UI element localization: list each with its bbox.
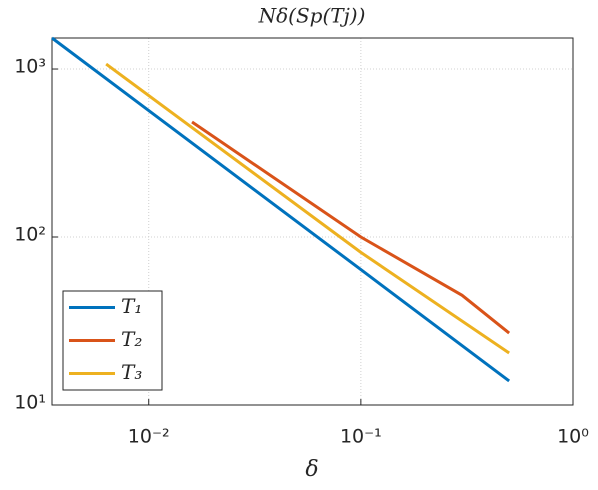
series-line xyxy=(191,120,511,335)
y-tick-label: 10² xyxy=(14,224,46,246)
x-tick-label: 10⁰ xyxy=(557,426,589,448)
x-tick-label: 10⁻² xyxy=(128,426,170,448)
series-line xyxy=(51,36,511,383)
legend-label: T₃ xyxy=(121,360,142,384)
series-line xyxy=(105,62,510,355)
legend-label: T₂ xyxy=(121,327,142,351)
x-axis-label: δ xyxy=(305,457,318,482)
axes-box xyxy=(51,37,574,406)
x-tick-label: 10⁻¹ xyxy=(340,426,382,448)
y-tick-label: 10¹ xyxy=(14,392,46,414)
y-tick-label: 10³ xyxy=(14,56,46,78)
chart-title: Nδ(Sp(Tj)) xyxy=(258,4,366,28)
legend-label: T₁ xyxy=(121,294,142,318)
